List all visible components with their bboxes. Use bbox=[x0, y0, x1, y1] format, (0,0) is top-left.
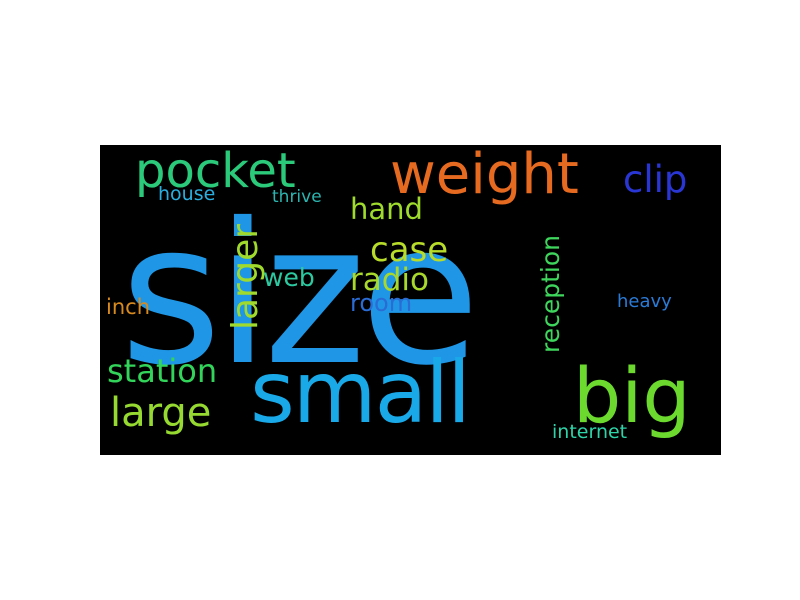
word-radio: radio bbox=[350, 262, 429, 298]
word-internet: internet bbox=[552, 421, 628, 443]
word-weight: weight bbox=[390, 145, 579, 207]
word-room: room bbox=[350, 289, 413, 317]
word-web: web bbox=[263, 263, 315, 292]
word-large: large bbox=[110, 390, 212, 436]
word-small: small bbox=[250, 343, 471, 443]
word-thrive: thrive bbox=[272, 187, 322, 207]
word-clip: clip bbox=[623, 158, 688, 201]
word-size: size bbox=[120, 181, 480, 408]
word-house: house bbox=[158, 183, 216, 205]
word-cloud: size small big weight pocket clip large … bbox=[100, 145, 721, 455]
word-case: case bbox=[370, 230, 449, 270]
word-big: big bbox=[573, 351, 691, 440]
word-reception: reception bbox=[536, 235, 565, 353]
word-station: station bbox=[107, 352, 218, 390]
word-pocket: pocket bbox=[135, 145, 296, 199]
word-heavy: heavy bbox=[617, 291, 672, 312]
word-inch: inch bbox=[106, 295, 150, 319]
word-larger: larger bbox=[225, 223, 266, 330]
word-hand: hand bbox=[350, 192, 423, 226]
